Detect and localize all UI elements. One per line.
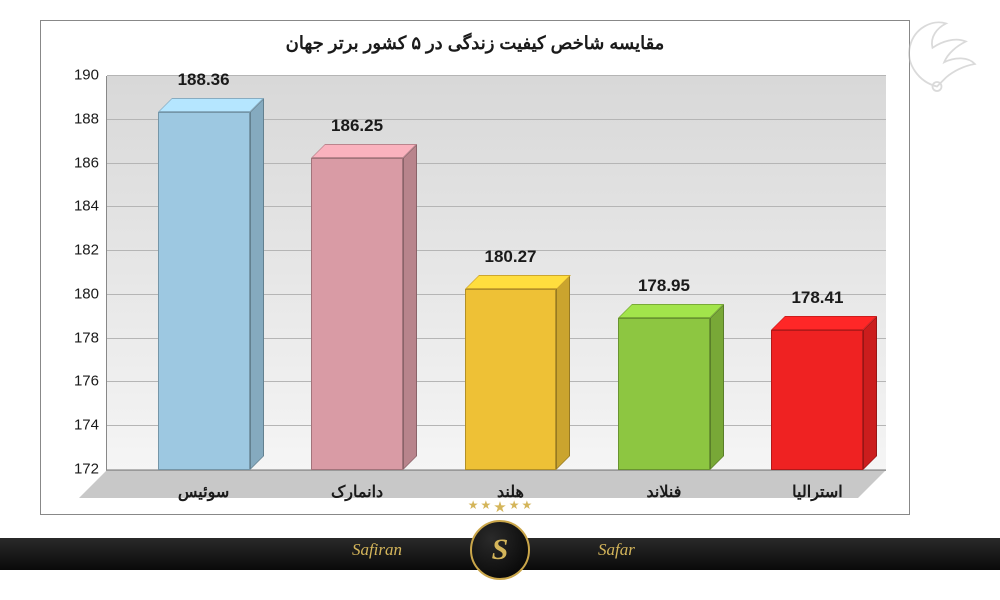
star-icon: ★ — [521, 498, 532, 516]
bars-row: 188.36 سوئیس 186.25 دانمارک 180.27 هلند — [107, 76, 886, 470]
star-icon: ★ — [493, 498, 506, 516]
brand-letter: S — [492, 533, 509, 567]
chart-title: مقایسه شاخص کیفیت زندگی در ۵ کشور برتر ج… — [41, 21, 909, 62]
bar-value-label: 180.27 — [485, 247, 537, 267]
x-category-label: استرالیا — [792, 482, 843, 502]
y-tick-label: 186 — [74, 154, 107, 171]
bar-top — [465, 275, 571, 289]
bar-australia: 178.41 استرالیا — [771, 330, 863, 470]
brand-text-right: Safar — [560, 540, 635, 560]
bar-top — [618, 304, 724, 318]
y-tick-label: 172 — [74, 461, 107, 478]
y-tick-label: 174 — [74, 417, 107, 434]
star-icon: ★ — [481, 498, 492, 516]
bar-side — [403, 144, 417, 470]
bar-front — [311, 158, 403, 470]
brand-medallion: S — [470, 520, 530, 580]
y-tick-label: 188 — [74, 110, 107, 127]
bar-side — [710, 304, 724, 470]
bar-value-label: 178.95 — [638, 276, 690, 296]
bar-top — [158, 98, 264, 112]
bar-front — [771, 330, 863, 470]
bar-value-label: 178.41 — [791, 288, 843, 308]
plot-area: 172 174 176 178 180 182 184 186 188 190 … — [106, 76, 886, 471]
y-tick-label: 184 — [74, 198, 107, 215]
y-tick-label: 190 — [74, 67, 107, 84]
x-category-label: سوئیس — [178, 482, 229, 502]
x-category-label: فنلاند — [647, 482, 682, 502]
chart-container: مقایسه شاخص کیفیت زندگی در ۵ کشور برتر ج… — [40, 20, 910, 515]
y-tick-label: 178 — [74, 329, 107, 346]
bar-top — [771, 316, 877, 330]
bar-denmark: 186.25 دانمارک — [311, 158, 403, 470]
bar-side — [250, 98, 264, 470]
y-tick-label: 180 — [74, 285, 107, 302]
x-category-label: دانمارک — [331, 482, 383, 502]
bar-side — [863, 316, 877, 470]
brand-text-left: Safiran — [352, 540, 440, 560]
y-tick-label: 176 — [74, 373, 107, 390]
bar-value-label: 186.25 — [331, 116, 383, 136]
y-tick-label: 182 — [74, 242, 107, 259]
bar-front — [158, 112, 250, 470]
brand-logo: ★ ★ ★ ★ ★ Safiran S Safar — [410, 510, 590, 590]
bar-side — [556, 275, 570, 470]
wing-watermark-icon — [892, 10, 982, 100]
bar-front — [618, 318, 710, 470]
bar-switzerland: 188.36 سوئیس — [158, 112, 250, 470]
bar-top — [311, 144, 417, 158]
bar-netherlands: 180.27 هلند — [465, 289, 557, 470]
star-icon: ★ — [509, 498, 520, 516]
bar-value-label: 188.36 — [178, 70, 230, 90]
stars-icon: ★ ★ ★ ★ ★ — [468, 498, 533, 516]
bar-front — [465, 289, 557, 470]
star-icon: ★ — [468, 498, 479, 516]
bar-finland: 178.95 فنلاند — [618, 318, 710, 470]
